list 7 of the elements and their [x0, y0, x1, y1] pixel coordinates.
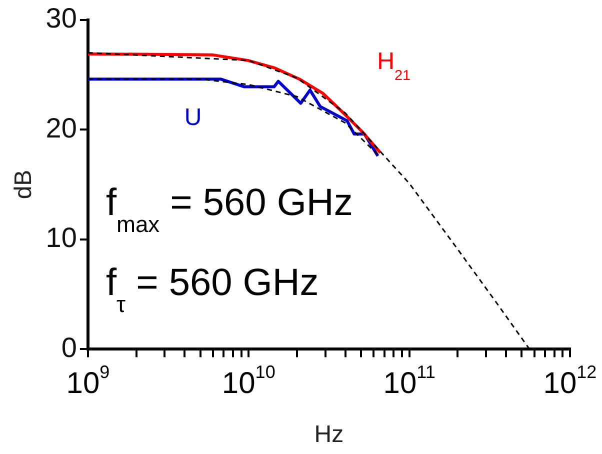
series-label: U	[184, 104, 202, 132]
x-axis-title: Hz	[314, 421, 344, 448]
y-tick-label: 20	[46, 112, 77, 144]
y-tick-label: 30	[46, 2, 77, 34]
y-tick-label: 10	[46, 222, 77, 254]
y-tick-label: 0	[61, 332, 77, 363]
y-axis-title: dB	[10, 170, 38, 200]
